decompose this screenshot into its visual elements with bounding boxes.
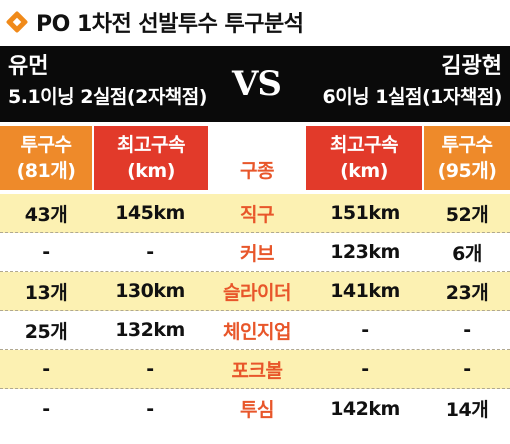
table-row: - - 투심 142km 14개	[0, 389, 510, 428]
col-pitch-type: 구종	[208, 126, 306, 190]
col-left-speed: 최고구속 (km)	[94, 126, 208, 190]
right-pitcher-stat: 6이닝 1실점(1자책점)	[322, 86, 502, 108]
right-pitcher: 김광현 6이닝 1실점(1자책점)	[322, 52, 502, 112]
table-row: - - 포크볼 - -	[0, 350, 510, 389]
pitch-table: 43개 145km 직구 151km 52개 - - 커브 123km 6개 1…	[0, 194, 510, 428]
left-pitcher: 유먼 5.1이닝 2실점(2자책점)	[8, 52, 207, 112]
col-left-count: 투구수 (81개)	[0, 126, 92, 190]
col-right-count: 투구수 (95개)	[424, 126, 510, 190]
column-headers: 투구수 (81개) 최고구속 (km) 구종 최고구속 (km) 투구수 (95개)	[0, 126, 510, 190]
diamond-icon	[5, 10, 29, 34]
table-row: - - 커브 123km 6개	[0, 233, 510, 272]
vs-label: VS	[232, 64, 282, 104]
title-bar: PO 1차전 선발투수 투구분석	[0, 0, 510, 44]
table-row: 43개 145km 직구 151km 52개	[0, 194, 510, 233]
right-pitcher-name: 김광현	[441, 54, 502, 79]
page-title: PO 1차전 선발투수 투구분석	[36, 12, 304, 37]
table-row: 25개 132km 체인지업 - -	[0, 311, 510, 350]
table-row: 13개 130km 슬라이더 141km 23개	[0, 272, 510, 311]
left-pitcher-stat: 5.1이닝 2실점(2자책점)	[8, 86, 207, 108]
left-pitcher-name: 유먼	[8, 54, 49, 79]
matchup-header: 유먼 5.1이닝 2실점(2자책점) VS 김광현 6이닝 1실점(1자책점)	[0, 46, 510, 122]
col-right-speed: 최고구속 (km)	[306, 126, 422, 190]
